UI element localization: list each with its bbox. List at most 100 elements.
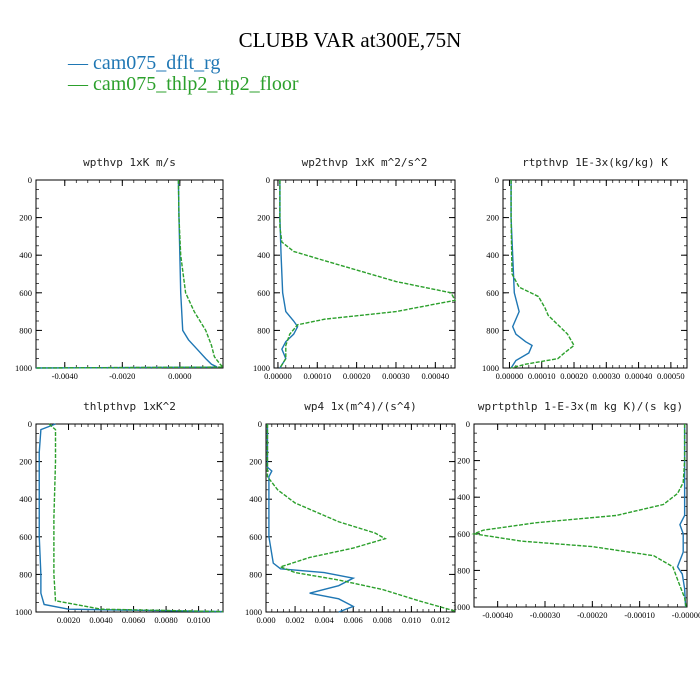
y-tick-label: 1000 [253, 363, 270, 373]
y-tick-label: 0 [266, 175, 270, 185]
plot-frame [35, 423, 224, 613]
series-line-dflt [35, 179, 218, 369]
chart-panel-4: thlpthvp 1xK^2 0 200 400 600 800 1000 0.0020 0.0… [15, 400, 224, 625]
y-tick-label: 800 [257, 325, 270, 335]
y-tick-label: 1000 [245, 607, 262, 617]
panel-title: wp4 1x(m^4)/(s^4) [304, 400, 417, 413]
x-tick-label: -0.00020 [577, 610, 607, 620]
y-tick-label: 400 [257, 250, 270, 260]
series-line-floor [510, 180, 575, 369]
plot-frame [265, 423, 456, 613]
panel-title: rtpthvp 1E-3x(kg/kg) K [522, 156, 668, 169]
y-tick-label: 400 [19, 494, 32, 504]
y-tick-label: 200 [249, 457, 262, 467]
series-line-floor [35, 179, 225, 369]
x-tick-label: 0.0100 [187, 615, 210, 625]
plot-frame [35, 179, 224, 369]
y-tick-label: 200 [19, 457, 32, 467]
x-tick-label: 0.010 [402, 615, 421, 625]
y-tick-label: 0 [495, 175, 499, 185]
x-tick-label: 0.0080 [154, 615, 177, 625]
y-tick-label: 0 [258, 419, 262, 429]
y-tick-label: 1000 [15, 607, 32, 617]
y-tick-label: 1000 [453, 602, 470, 612]
x-tick-label: 0.006 [344, 615, 363, 625]
legend-label: cam075_thlp2_rtp2_floor [93, 73, 299, 95]
y-tick-label: 600 [486, 288, 499, 298]
chart-panel-6: wprtpthlp 1-E-3x(m kg K)/(s kg) 0 200 400 60… [453, 400, 700, 620]
series-line-dflt [266, 424, 356, 613]
x-tick-label: -0.00000 [672, 610, 700, 620]
panel-title: thlpthvp 1xK^2 [83, 400, 176, 413]
series-line-floor [266, 424, 456, 612]
y-tick-label: 400 [249, 494, 262, 504]
series-line-dflt [38, 423, 224, 613]
y-tick-label: 200 [486, 213, 499, 223]
x-tick-label: 0.00030 [592, 371, 620, 381]
x-tick-label: 0.0020 [57, 615, 80, 625]
panel-title: wp2thvp 1xK m^2/s^2 [302, 156, 428, 169]
series-line-floor [471, 424, 687, 608]
plot-frame [473, 423, 688, 608]
x-tick-label: 0.012 [431, 615, 450, 625]
y-tick-label: 600 [257, 288, 270, 298]
x-tick-label: 0.00050 [657, 371, 685, 381]
x-tick-label: -0.00010 [624, 610, 654, 620]
y-tick-label: 400 [457, 492, 470, 502]
series-line-dflt [279, 180, 299, 369]
y-tick-label: 600 [249, 532, 262, 542]
x-tick-label: 0.00030 [382, 371, 410, 381]
y-tick-label: 400 [19, 250, 32, 260]
x-tick-label: 0.000 [256, 615, 275, 625]
legend-entry-floor: — cam075_thlp2_rtp2_floor [68, 73, 299, 96]
x-tick-label: 0.00040 [625, 371, 653, 381]
panel-title: wpthvp 1xK m/s [83, 156, 176, 169]
y-tick-label: 0 [466, 419, 470, 429]
x-tick-label: 0.00020 [560, 371, 588, 381]
x-tick-label: 0.0060 [122, 615, 145, 625]
legend-entry-dflt: — cam075_dflt_rg [68, 52, 220, 75]
panel-title: wprtpthlp 1-E-3x(m kg K)/(s kg) [478, 400, 683, 413]
x-tick-label: 0.002 [286, 615, 305, 625]
x-tick-label: -0.00040 [482, 610, 512, 620]
y-tick-label: 800 [19, 325, 32, 335]
x-tick-label: 0.00010 [303, 371, 331, 381]
plot-frame [273, 179, 456, 369]
x-tick-label: 0.008 [373, 615, 392, 625]
series-line-dflt [676, 424, 687, 608]
series-line-floor [279, 180, 457, 369]
y-tick-label: 0 [28, 175, 32, 185]
y-tick-label: 800 [486, 325, 499, 335]
y-tick-label: 200 [457, 456, 470, 466]
series-line-dflt [510, 180, 533, 369]
x-tick-label: 0.004 [315, 615, 335, 625]
y-tick-label: 800 [457, 565, 470, 575]
x-tick-label: 0.0040 [89, 615, 112, 625]
y-tick-label: 400 [486, 250, 499, 260]
chart-panel-3: rtpthvp 1E-3x(kg/kg) K020040060080010000… [482, 156, 688, 381]
legend-line-glyph: — [68, 73, 93, 95]
y-tick-label: 200 [257, 213, 270, 223]
x-tick-label: 0.00040 [422, 371, 450, 381]
x-tick-label: 0.0000 [168, 371, 191, 381]
series-line-floor [48, 423, 224, 613]
chart-panel-2: wp2thvp 1xK m^2/s^2020040060080010000.00… [253, 156, 457, 381]
page-title: CLUBB VAR at300E,75N [238, 28, 462, 52]
y-tick-label: 600 [19, 288, 32, 298]
y-tick-label: 800 [249, 569, 262, 579]
plot-frame [502, 179, 688, 369]
x-tick-label: -0.0020 [109, 371, 135, 381]
x-tick-label: 0.00020 [343, 371, 371, 381]
x-tick-label: 0.00010 [528, 371, 556, 381]
y-tick-label: 1000 [15, 363, 32, 373]
y-tick-label: 600 [19, 532, 32, 542]
x-tick-label: -0.00030 [530, 610, 560, 620]
y-tick-label: 200 [19, 213, 32, 223]
x-tick-label: 0.00000 [264, 371, 292, 381]
x-tick-label: -0.0040 [52, 371, 78, 381]
x-tick-label: 0.00000 [496, 371, 524, 381]
y-tick-label: 1000 [482, 363, 499, 373]
y-tick-label: 800 [19, 569, 32, 579]
